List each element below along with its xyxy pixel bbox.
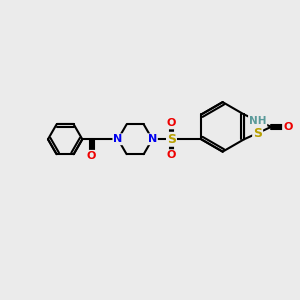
Text: S: S: [253, 127, 262, 140]
Text: O: O: [87, 151, 96, 161]
Text: N: N: [148, 134, 157, 144]
Text: O: O: [167, 150, 176, 160]
Text: NH: NH: [249, 116, 266, 126]
Text: S: S: [167, 133, 176, 146]
Text: O: O: [167, 118, 176, 128]
Text: O: O: [283, 122, 292, 132]
Text: N: N: [113, 134, 123, 144]
